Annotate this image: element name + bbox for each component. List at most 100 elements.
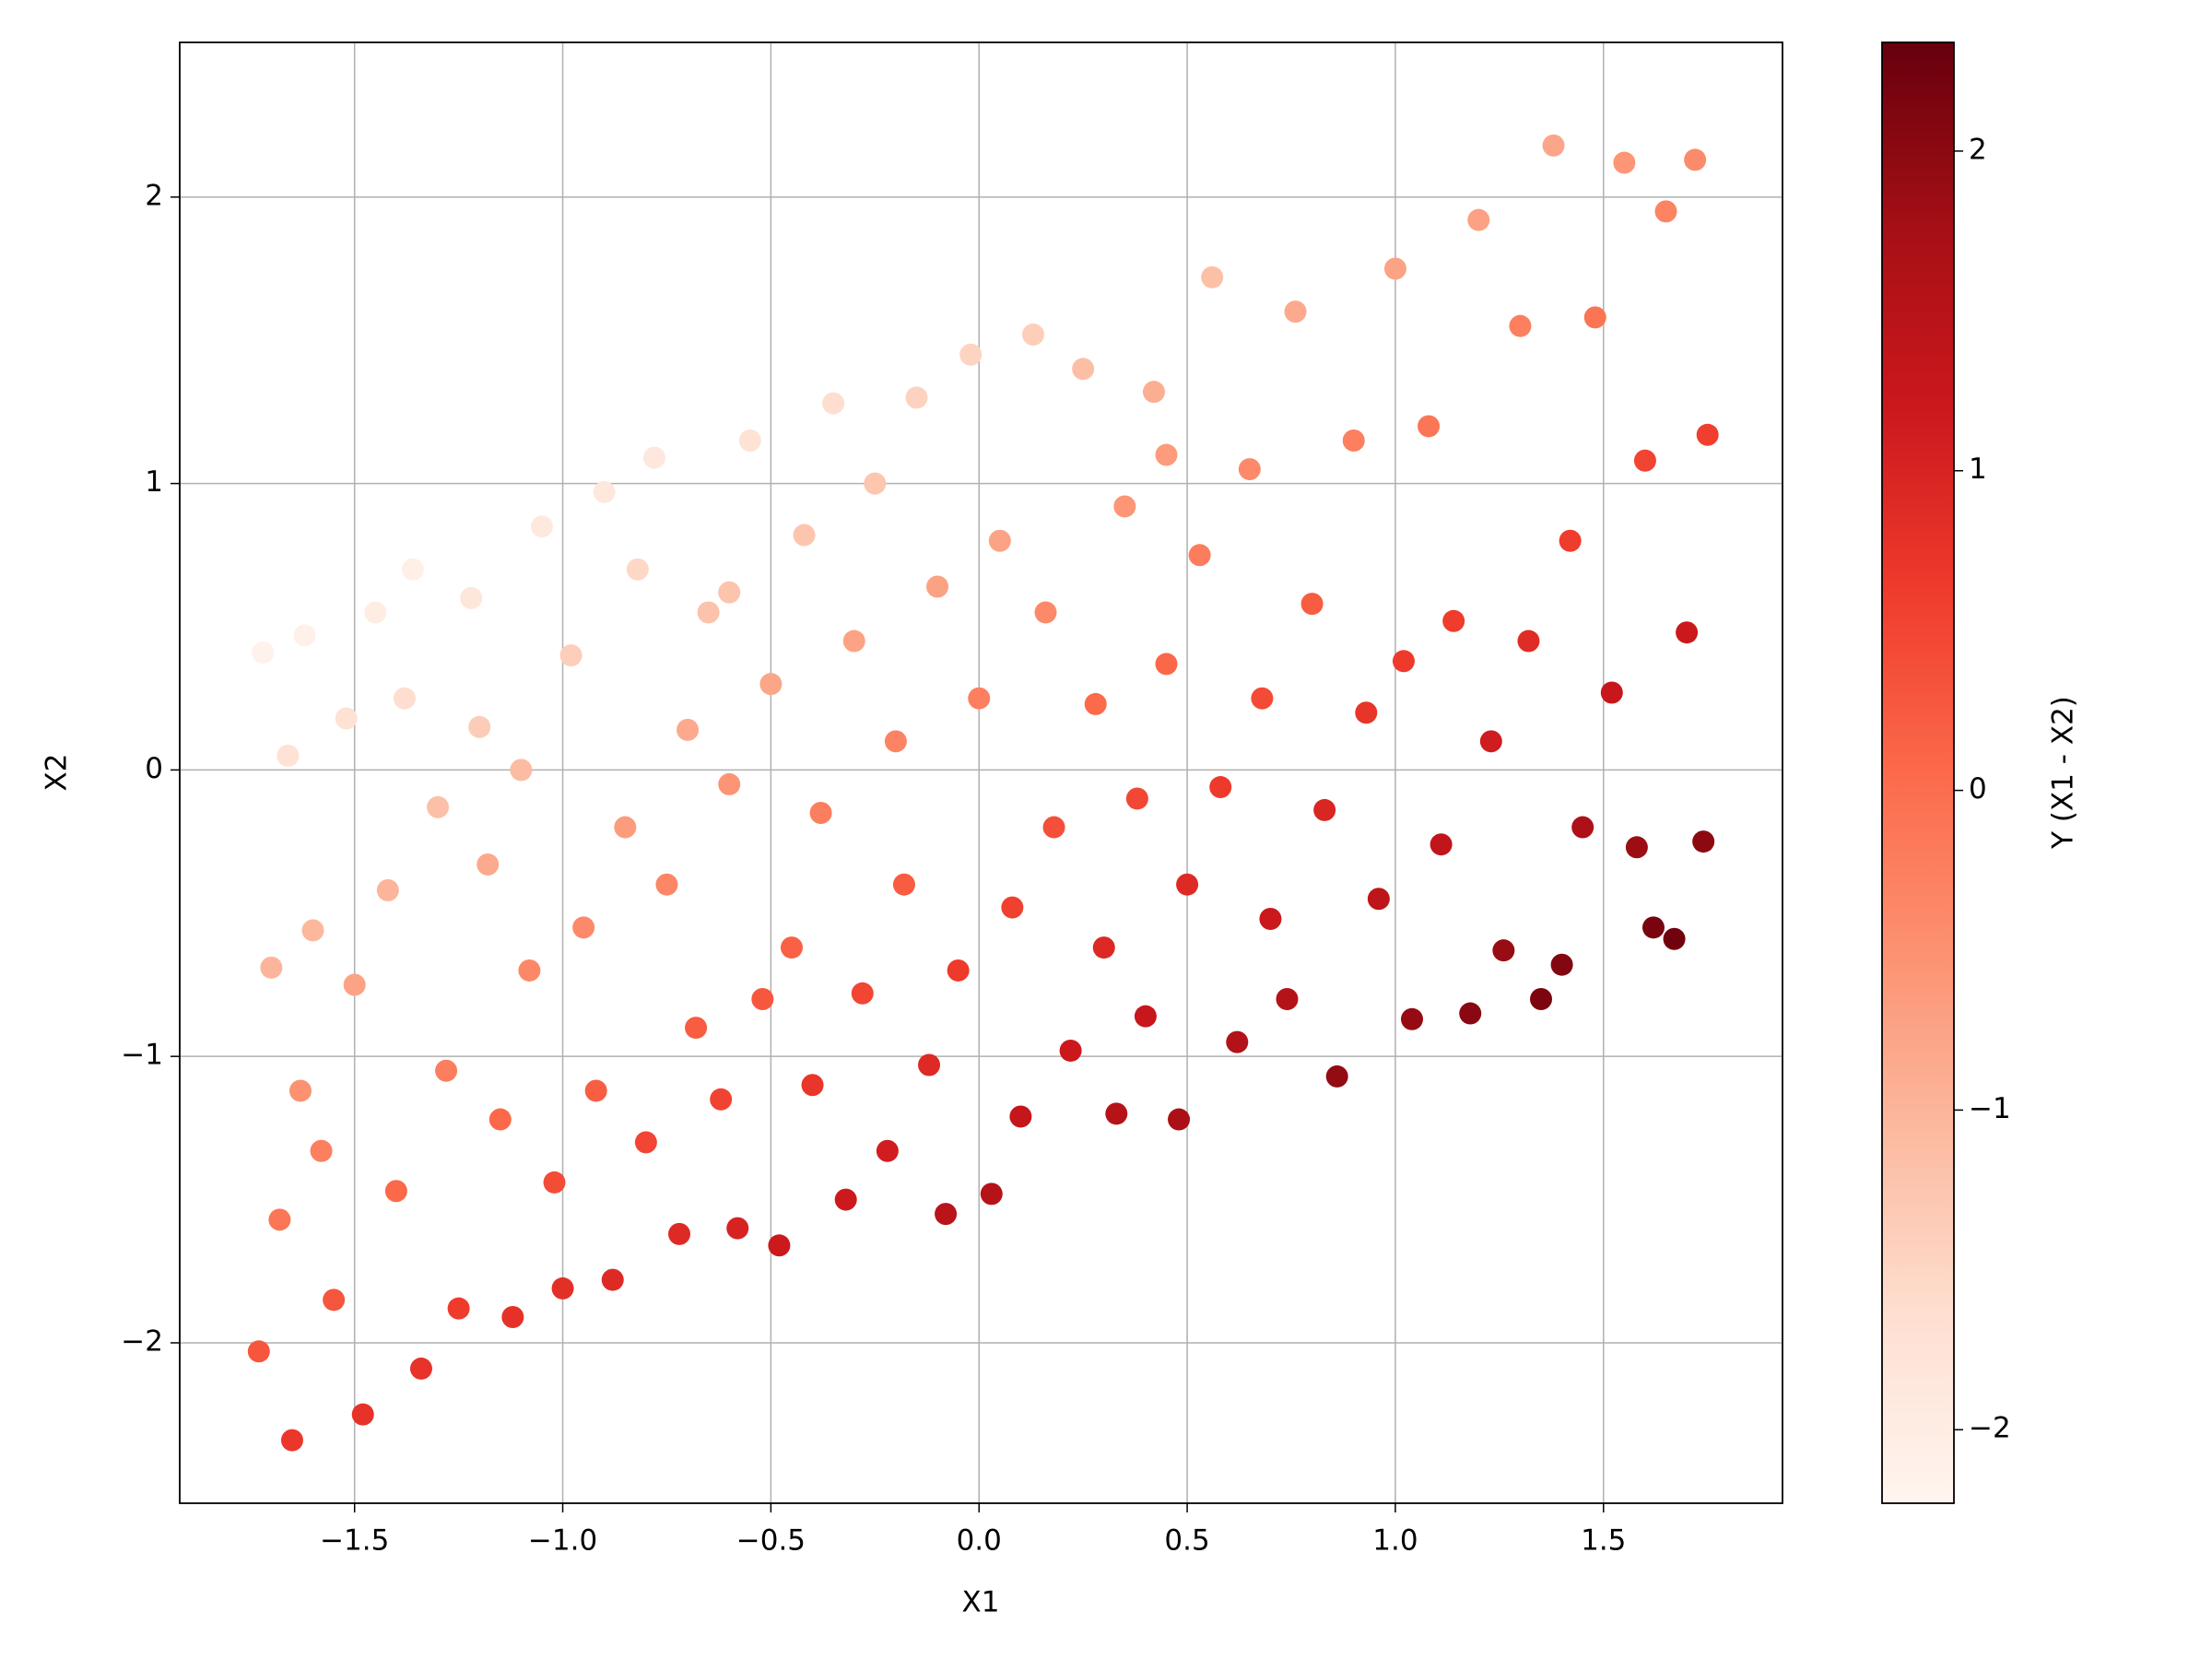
point bbox=[1400, 1007, 1423, 1030]
point bbox=[655, 873, 678, 896]
point bbox=[510, 759, 533, 782]
point bbox=[634, 1131, 657, 1154]
point bbox=[1542, 134, 1565, 157]
point bbox=[1367, 888, 1390, 911]
point bbox=[280, 1429, 303, 1452]
point bbox=[884, 730, 907, 753]
point bbox=[268, 1208, 291, 1231]
point bbox=[918, 1053, 941, 1077]
point bbox=[710, 1088, 733, 1111]
point bbox=[401, 558, 424, 581]
x-tick-label: −1.5 bbox=[320, 1524, 389, 1558]
point bbox=[376, 878, 399, 901]
y-tick-label: 1 bbox=[145, 465, 163, 499]
point bbox=[935, 1203, 958, 1226]
point bbox=[584, 1079, 607, 1102]
point bbox=[1559, 529, 1582, 552]
point bbox=[276, 744, 300, 767]
point bbox=[726, 1217, 749, 1240]
point bbox=[642, 446, 665, 469]
point bbox=[1259, 908, 1282, 930]
point bbox=[842, 629, 865, 653]
x-tick-label: 0.0 bbox=[957, 1524, 1002, 1558]
point bbox=[364, 601, 387, 624]
point bbox=[1355, 701, 1378, 724]
point bbox=[1509, 314, 1532, 337]
point bbox=[668, 1222, 691, 1245]
point bbox=[468, 715, 491, 738]
point bbox=[1633, 449, 1656, 472]
point bbox=[926, 575, 949, 598]
colorbar-tick-label: 1 bbox=[1969, 453, 1987, 486]
point bbox=[323, 1288, 346, 1312]
point bbox=[1021, 324, 1044, 346]
point bbox=[626, 558, 649, 581]
point bbox=[252, 641, 275, 664]
point bbox=[1105, 1102, 1128, 1125]
point bbox=[1676, 621, 1699, 644]
point bbox=[1113, 495, 1136, 518]
point bbox=[409, 1357, 432, 1380]
colorbar-tick-label: 2 bbox=[1969, 133, 1987, 166]
point bbox=[801, 1074, 824, 1097]
point bbox=[247, 1340, 270, 1363]
point bbox=[1226, 1030, 1249, 1053]
point bbox=[1663, 927, 1686, 950]
point bbox=[1125, 787, 1148, 810]
point bbox=[1467, 208, 1490, 231]
point bbox=[593, 480, 616, 503]
colorbar bbox=[1881, 41, 1955, 1504]
point bbox=[1155, 443, 1178, 466]
point bbox=[1600, 681, 1623, 704]
point bbox=[1517, 629, 1540, 653]
point bbox=[1442, 609, 1465, 632]
point bbox=[685, 1017, 708, 1040]
point bbox=[1550, 953, 1573, 976]
point bbox=[488, 1108, 512, 1131]
point bbox=[738, 429, 761, 452]
point bbox=[477, 853, 500, 876]
axes-frame bbox=[179, 41, 1783, 1504]
y-axis-label: X2 bbox=[41, 754, 74, 792]
point bbox=[343, 973, 366, 996]
point bbox=[1418, 415, 1441, 438]
point bbox=[1313, 798, 1336, 821]
point bbox=[288, 1079, 312, 1102]
point bbox=[1692, 830, 1715, 853]
x-tick-label: −0.5 bbox=[736, 1524, 806, 1558]
point bbox=[1168, 1108, 1191, 1131]
point bbox=[876, 1139, 899, 1162]
point bbox=[892, 873, 915, 896]
point bbox=[427, 795, 450, 818]
y-tick-label: −2 bbox=[121, 1324, 163, 1358]
point bbox=[1325, 1065, 1348, 1088]
point bbox=[260, 956, 283, 979]
point bbox=[1092, 936, 1115, 959]
x-tick-label: 1.5 bbox=[1581, 1524, 1626, 1558]
point bbox=[759, 673, 782, 696]
point bbox=[435, 1059, 458, 1082]
point bbox=[572, 916, 595, 939]
point bbox=[559, 644, 582, 667]
point bbox=[1001, 896, 1024, 919]
point bbox=[447, 1297, 470, 1320]
point bbox=[1583, 306, 1606, 329]
colorbar-tick-label: 0 bbox=[1969, 772, 1987, 806]
point bbox=[780, 936, 803, 959]
y-tick-label: 2 bbox=[145, 179, 163, 212]
point bbox=[530, 515, 553, 538]
x-tick-label: −1.0 bbox=[528, 1524, 597, 1558]
y-tick-label: 0 bbox=[145, 752, 163, 785]
point bbox=[768, 1234, 791, 1257]
point bbox=[864, 472, 887, 495]
point bbox=[1684, 148, 1707, 171]
point bbox=[518, 959, 541, 982]
point bbox=[1696, 423, 1719, 446]
colorbar-tick-label: −2 bbox=[1969, 1412, 2011, 1445]
point bbox=[718, 772, 741, 795]
point bbox=[614, 816, 637, 839]
point bbox=[1084, 692, 1107, 715]
point bbox=[822, 392, 845, 415]
